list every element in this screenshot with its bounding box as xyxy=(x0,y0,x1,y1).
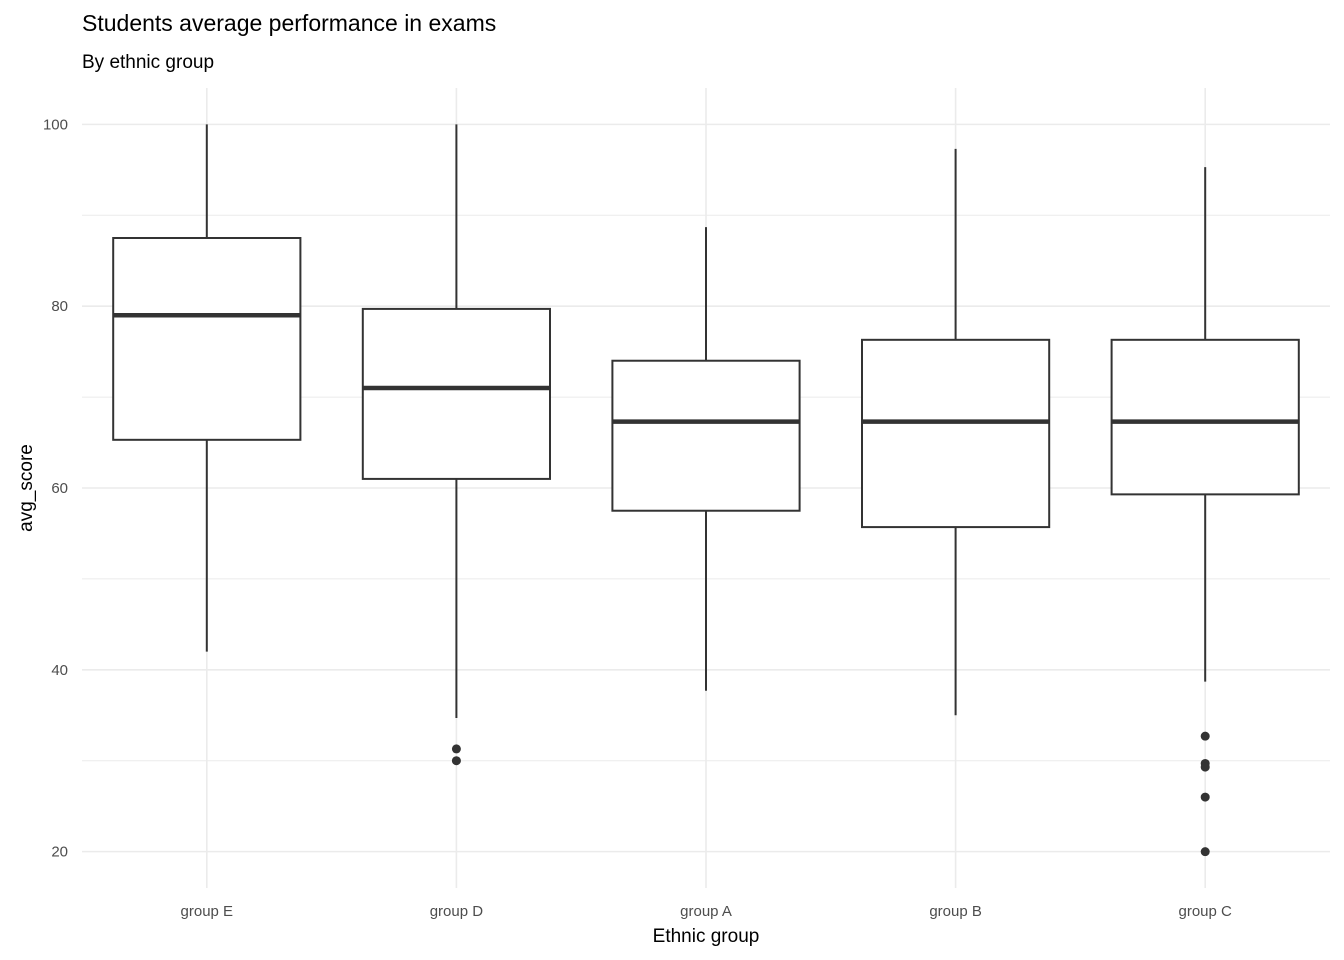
chart-subtitle: By ethnic group xyxy=(82,52,215,73)
outlier-point xyxy=(451,756,461,766)
y-axis-title: avg_score xyxy=(16,444,37,532)
box-body xyxy=(861,338,1051,529)
outlier-point xyxy=(1200,847,1210,857)
box-group-C xyxy=(1110,167,1300,857)
y-tick-label: 60 xyxy=(51,480,68,497)
box-group-A xyxy=(611,227,801,691)
box-series xyxy=(112,124,1300,857)
outlier-point xyxy=(1200,792,1210,802)
y-axis-ticks: 20 40 60 80 100 xyxy=(43,116,68,860)
x-axis-title: Ethnic group xyxy=(653,926,760,947)
outlier-point xyxy=(1200,762,1210,772)
box-body xyxy=(1110,338,1300,496)
y-tick-label: 80 xyxy=(51,298,68,315)
x-tick-label: group C xyxy=(1179,903,1233,920)
y-tick-label: 40 xyxy=(51,662,68,679)
box-body xyxy=(611,359,801,512)
y-tick-label: 100 xyxy=(43,116,68,133)
x-tick-label: group E xyxy=(181,903,234,920)
x-tick-label: group B xyxy=(929,903,982,920)
outlier-point xyxy=(451,744,461,754)
box-body xyxy=(361,307,551,480)
outlier-point xyxy=(1200,731,1210,741)
box-group-E xyxy=(112,124,302,652)
x-tick-label: group A xyxy=(680,903,732,920)
box-body xyxy=(112,237,302,441)
x-tick-label: group D xyxy=(430,903,484,920)
chart-title: Students average performance in exams xyxy=(82,10,497,36)
box-group-B xyxy=(861,148,1051,716)
x-axis-ticks: group E group D group A group B group C xyxy=(181,903,1233,920)
y-tick-label: 20 xyxy=(51,844,68,861)
box-group-D xyxy=(361,124,551,766)
